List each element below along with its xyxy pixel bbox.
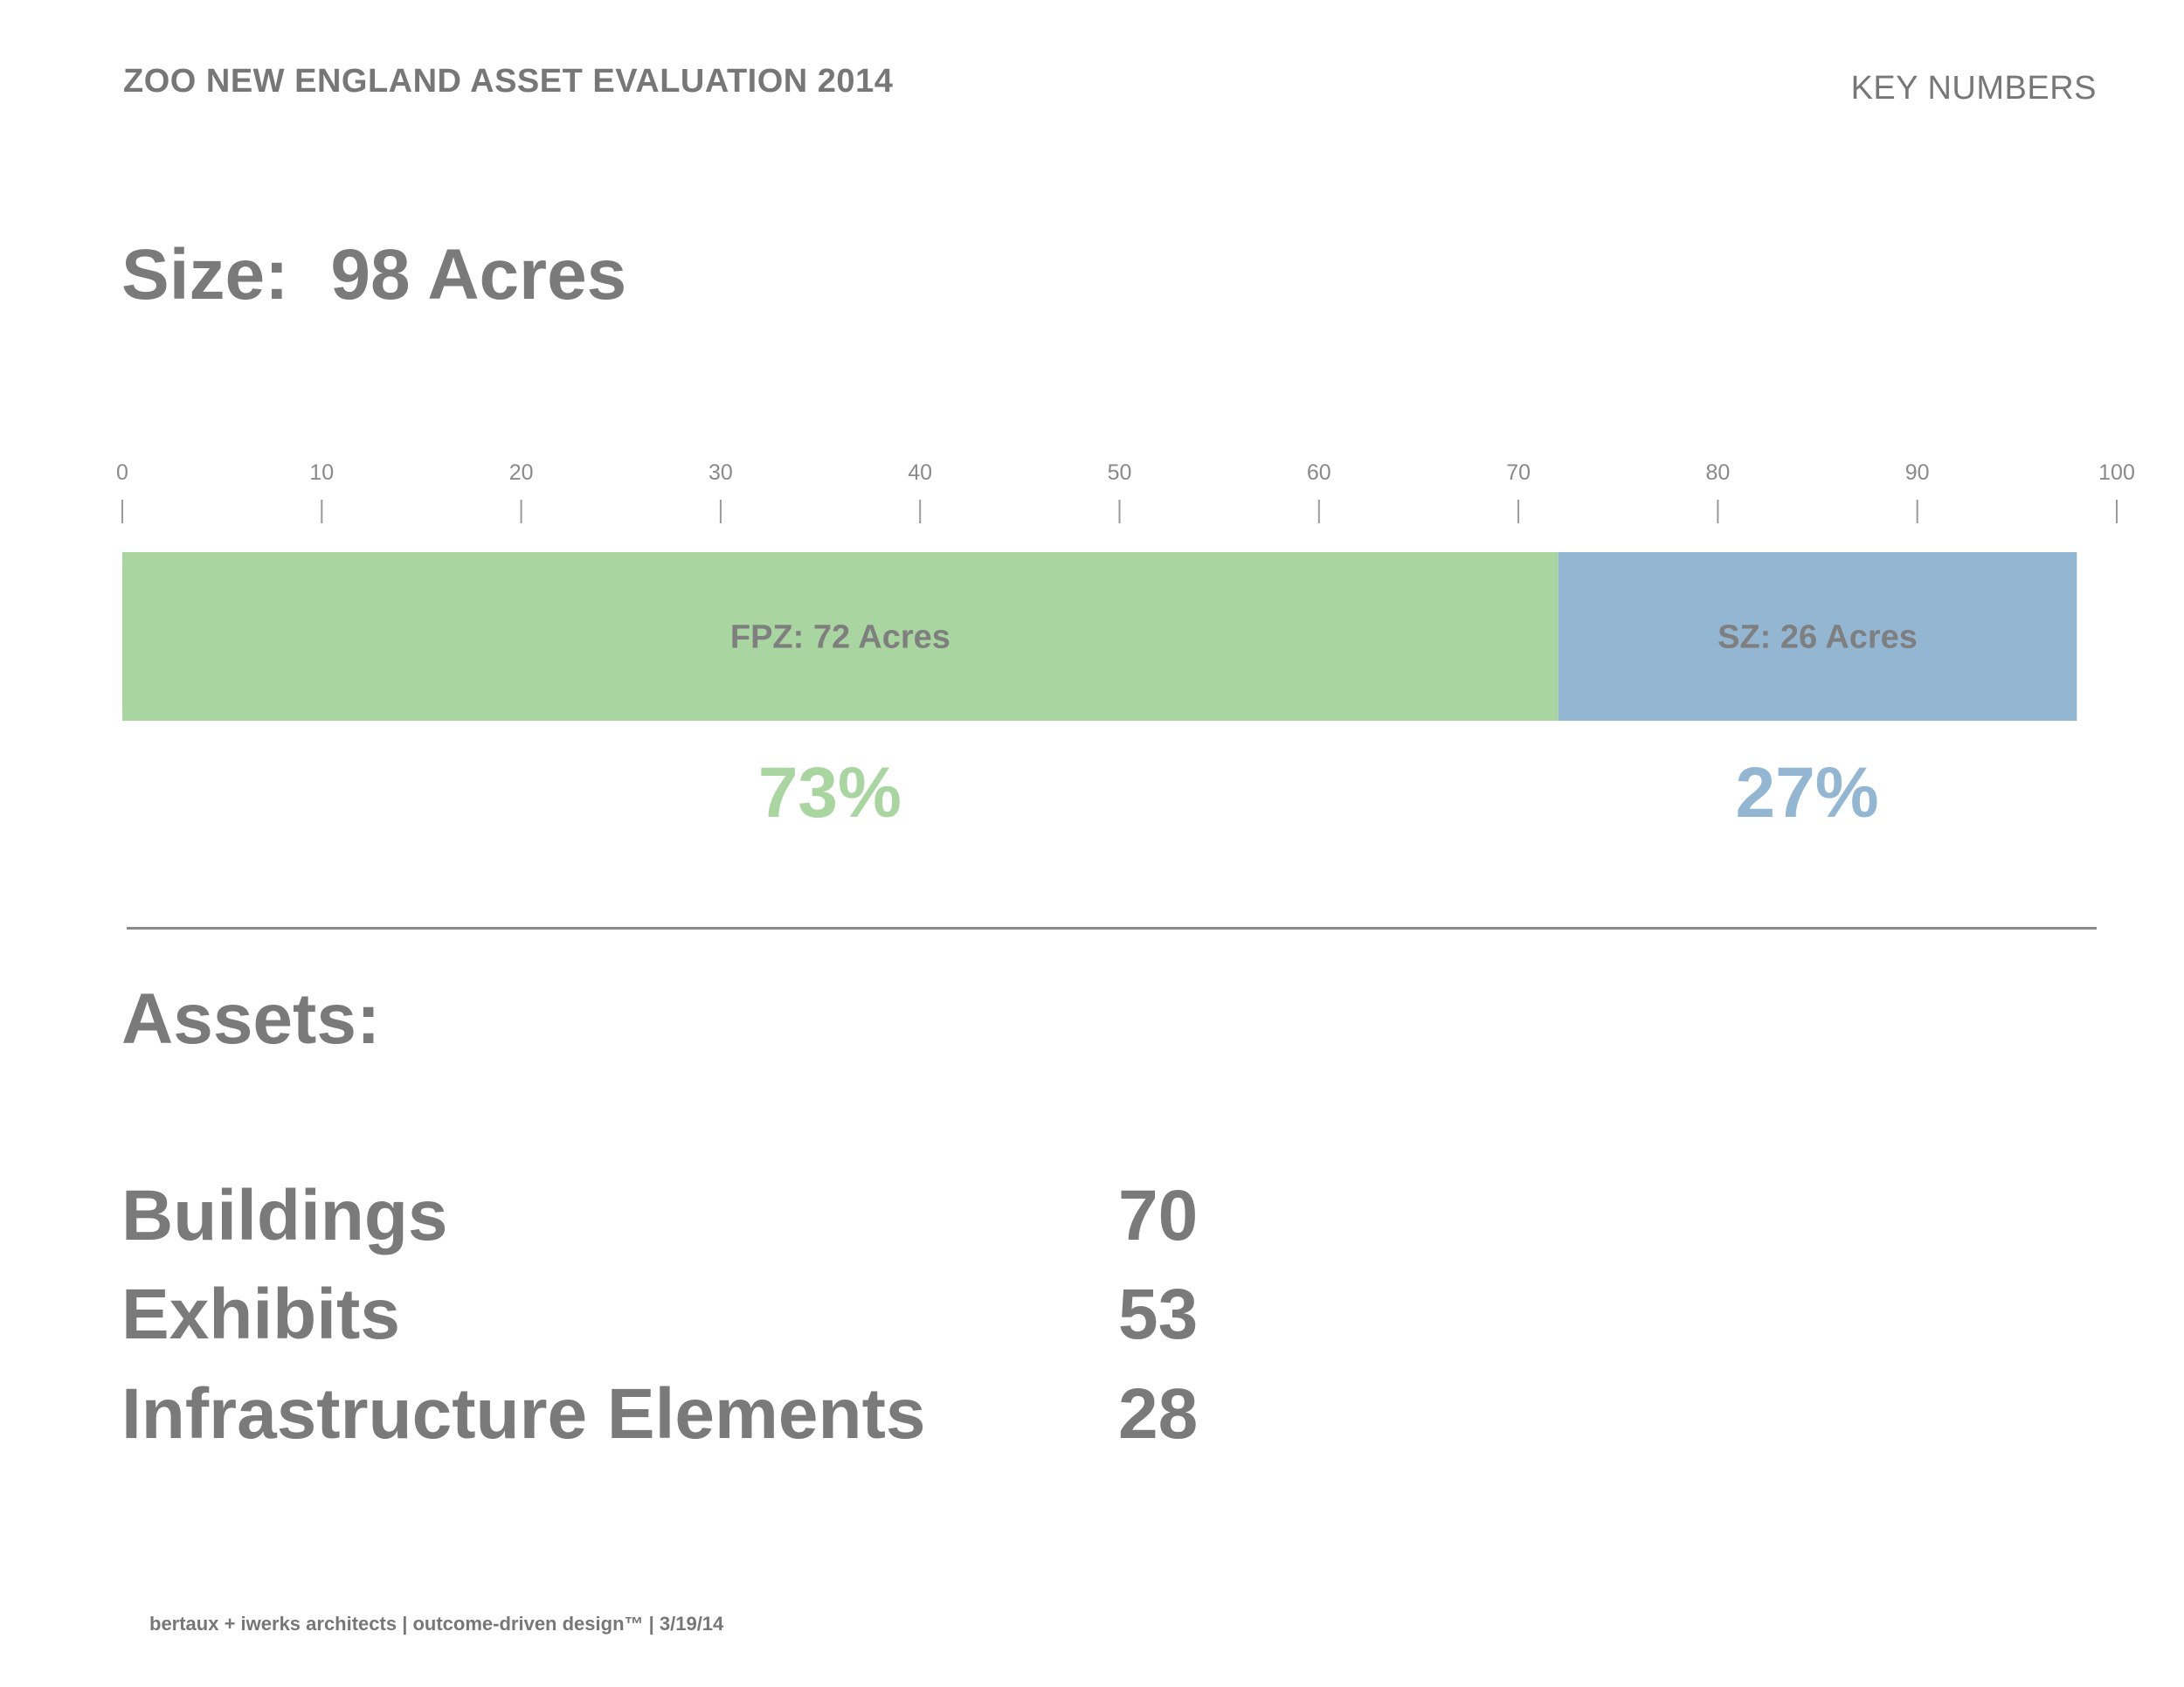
size-value: 98 Acres: [330, 235, 627, 315]
assets-heading: Assets:: [121, 979, 381, 1059]
size-summary: Size: 98 Acres: [121, 234, 626, 316]
bar-segment-fpz: [122, 552, 1559, 721]
tick-label-50: 50: [1108, 460, 1132, 485]
asset-count: 70: [1118, 1176, 1199, 1255]
segment-label-sz: SZ: 26 Acres: [1717, 619, 1918, 656]
asset-row-exhibits: Exhibits 53: [121, 1274, 1257, 1370]
acreage-stacked-bar-chart: 0 10 20 30 40 50 60 70 80 90 100 FPZ: 72 Acres 73% S…: [116, 460, 2135, 833]
asset-count: 53: [1118, 1275, 1199, 1354]
bar-segment-sz: [1558, 552, 2077, 721]
tick-label-0: 0: [116, 460, 128, 485]
tick-label-100: 100: [2098, 460, 2135, 485]
section-title: KEY NUMBERS: [1850, 70, 2097, 107]
tick-label-70: 70: [1506, 460, 1531, 485]
asset-label: Infrastructure Elements: [121, 1374, 926, 1454]
x-axis: 0 10 20 30 40 50 60 70 80 90 100: [116, 460, 2135, 523]
asset-row-buildings: Buildings 70: [121, 1175, 1257, 1271]
asset-label: Exhibits: [121, 1275, 400, 1354]
asset-label: Buildings: [121, 1176, 448, 1255]
tick-label-80: 80: [1705, 460, 1730, 485]
asset-row-infrastructure: Infrastructure Elements 28: [121, 1373, 1257, 1469]
footer-credit: bertaux + iwerks architects | outcome-dr…: [149, 1613, 724, 1635]
asset-count: 28: [1118, 1374, 1199, 1454]
tick-label-30: 30: [708, 460, 733, 485]
section-divider: [127, 927, 2097, 930]
tick-label-40: 40: [908, 460, 932, 485]
size-label: Size:: [121, 235, 289, 315]
report-title: ZOO NEW ENGLAND ASSET EVALUATION 2014: [123, 63, 894, 100]
tick-label-90: 90: [1905, 460, 1930, 485]
tick-label-60: 60: [1307, 460, 1331, 485]
tick-label-20: 20: [509, 460, 534, 485]
bar-segments: [122, 552, 2077, 721]
segment-label-fpz: FPZ: 72 Acres: [730, 619, 950, 656]
segment-labels: FPZ: 72 Acres 73% SZ: 26 Acres 27%: [730, 619, 1918, 833]
segment-percent-sz: 27%: [1735, 753, 1878, 833]
segment-percent-fpz: 73%: [758, 753, 902, 833]
tick-label-10: 10: [309, 460, 334, 485]
